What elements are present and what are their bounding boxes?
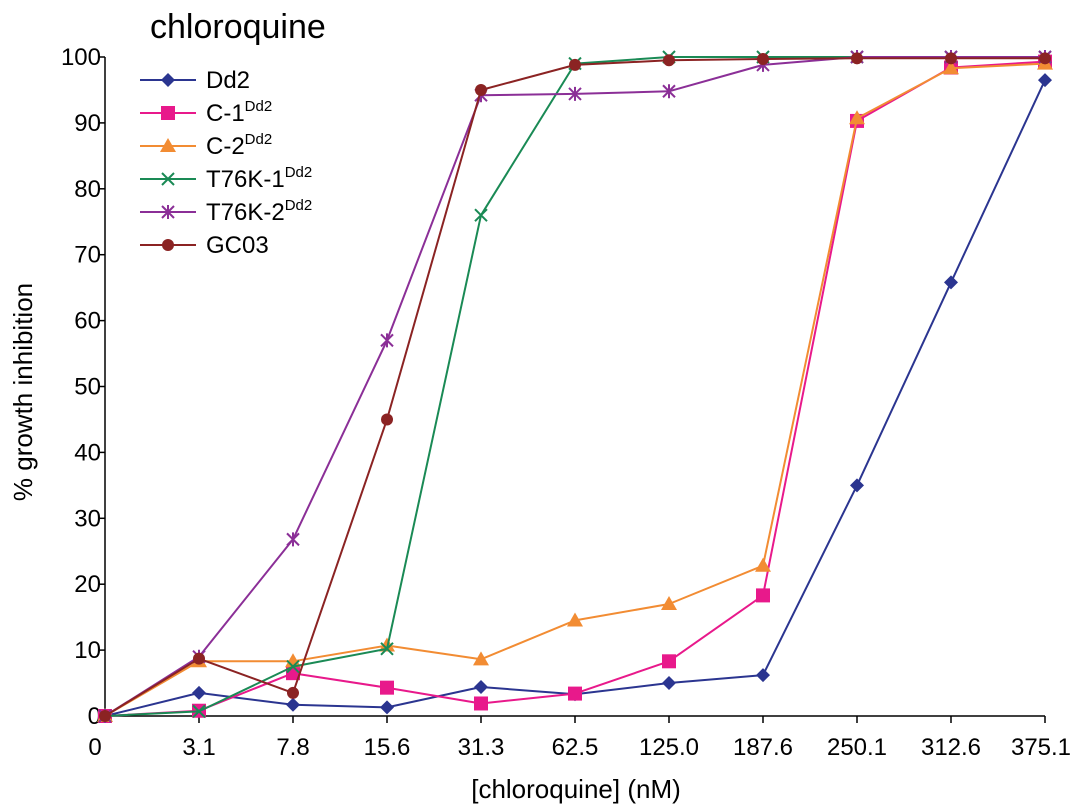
data-point	[380, 680, 394, 695]
legend-label: T76K-1Dd2	[206, 164, 312, 193]
legend-label-main: C-1	[206, 100, 245, 127]
data-point	[381, 413, 393, 426]
y-tick-label: 100	[61, 44, 101, 71]
x-tick-label: 3.1	[182, 734, 215, 761]
chart-title: chloroquine	[150, 8, 326, 46]
data-point	[943, 60, 959, 75]
data-point	[99, 710, 111, 722]
series-c-2	[97, 55, 1053, 722]
x-axis-title: [chloroquine] (nM)	[471, 774, 681, 804]
x-tick-label: 375.1	[1011, 734, 1071, 761]
legend-label: T76K-2Dd2	[206, 197, 312, 226]
data-point	[756, 588, 770, 603]
series-layer	[97, 50, 1053, 723]
data-point	[286, 659, 300, 674]
legend-label: C-2Dd2	[206, 131, 272, 160]
data-point	[662, 654, 676, 669]
y-tick-label: 40	[74, 439, 101, 466]
data-point	[756, 668, 770, 683]
data-point	[474, 696, 488, 711]
legend-marker	[161, 172, 175, 186]
legend-label: C-1Dd2	[206, 98, 272, 127]
data-point	[1039, 52, 1051, 65]
legend-item: GC03	[140, 232, 269, 259]
data-point	[380, 700, 394, 715]
y-axis-title: % growth inhibition	[8, 283, 38, 501]
x-tick-label: 31.3	[458, 734, 505, 761]
data-point	[662, 676, 676, 691]
y-tick-label: 10	[74, 637, 101, 664]
data-point	[192, 685, 206, 700]
series-gc03	[99, 52, 1051, 722]
data-point	[473, 651, 489, 666]
data-point	[380, 642, 394, 656]
legend-label-main: C-2	[206, 133, 245, 160]
legend-label: GC03	[206, 232, 269, 259]
data-point	[287, 686, 299, 699]
y-tick-label: 80	[74, 176, 101, 203]
data-point	[850, 478, 864, 493]
data-point	[567, 612, 583, 627]
data-point	[474, 208, 488, 222]
y-tick-label: 50	[74, 374, 101, 401]
data-point	[661, 595, 677, 610]
legend-label-main: T76K-1	[206, 166, 285, 193]
data-point	[568, 686, 582, 701]
x-tick-label: 7.8	[276, 734, 309, 761]
data-point	[1038, 73, 1052, 88]
legend-item: C-1Dd2	[140, 98, 272, 127]
x-tick-label: 62.5	[552, 734, 599, 761]
data-point	[849, 110, 865, 125]
legend-marker	[162, 239, 174, 251]
legend-item: Dd2	[140, 67, 250, 94]
data-point	[380, 333, 394, 348]
data-point	[851, 52, 863, 65]
data-point	[755, 557, 771, 572]
x-tick-label: 187.6	[733, 734, 793, 761]
y-tick-label: 30	[74, 505, 101, 532]
legend-label-sup: Dd2	[245, 131, 273, 148]
legend-label-main: T76K-2	[206, 199, 285, 226]
legend-label-main: GC03	[206, 232, 269, 259]
y-tick-label: 60	[74, 308, 101, 335]
legend-marker	[160, 138, 176, 152]
data-point	[663, 54, 675, 67]
legend-label-sup: Dd2	[285, 164, 313, 181]
legend-item: C-2Dd2	[140, 131, 272, 160]
legend-item: T76K-2Dd2	[140, 197, 312, 226]
x-tick-label: 0	[88, 734, 101, 761]
axes: 0 10 20 30 40 50 60 70 80 90 100 0 3.1 7.8 15.6 31.3 62.…	[61, 44, 1071, 761]
legend-item: T76K-1Dd2	[140, 164, 312, 193]
y-tick-label: 20	[74, 571, 101, 598]
legend-label-sup: Dd2	[245, 98, 273, 115]
y-tick-label: 0	[88, 703, 101, 730]
legend-marker	[161, 73, 175, 87]
x-tick-label: 125.0	[639, 734, 699, 761]
x-tick-label: 15.6	[364, 734, 411, 761]
data-point	[944, 275, 958, 290]
legend-label-sup: Dd2	[285, 197, 313, 214]
y-tick-label: 90	[74, 110, 101, 137]
legend-label-main: Dd2	[206, 67, 250, 94]
data-point	[569, 58, 581, 71]
y-tick-label: 70	[74, 242, 101, 269]
x-tick-label: 312.6	[921, 734, 981, 761]
data-point	[475, 83, 487, 96]
data-point	[192, 704, 206, 719]
data-point	[193, 652, 205, 665]
data-point	[286, 532, 300, 547]
data-point	[945, 52, 957, 65]
legend-marker	[161, 106, 175, 120]
data-point	[662, 84, 676, 99]
data-point	[568, 86, 582, 101]
legend-marker	[161, 205, 175, 219]
legend-label: Dd2	[206, 67, 250, 94]
data-point	[286, 697, 300, 712]
x-tick-label: 250.1	[827, 734, 887, 761]
data-point	[757, 52, 769, 65]
data-point	[474, 680, 488, 695]
